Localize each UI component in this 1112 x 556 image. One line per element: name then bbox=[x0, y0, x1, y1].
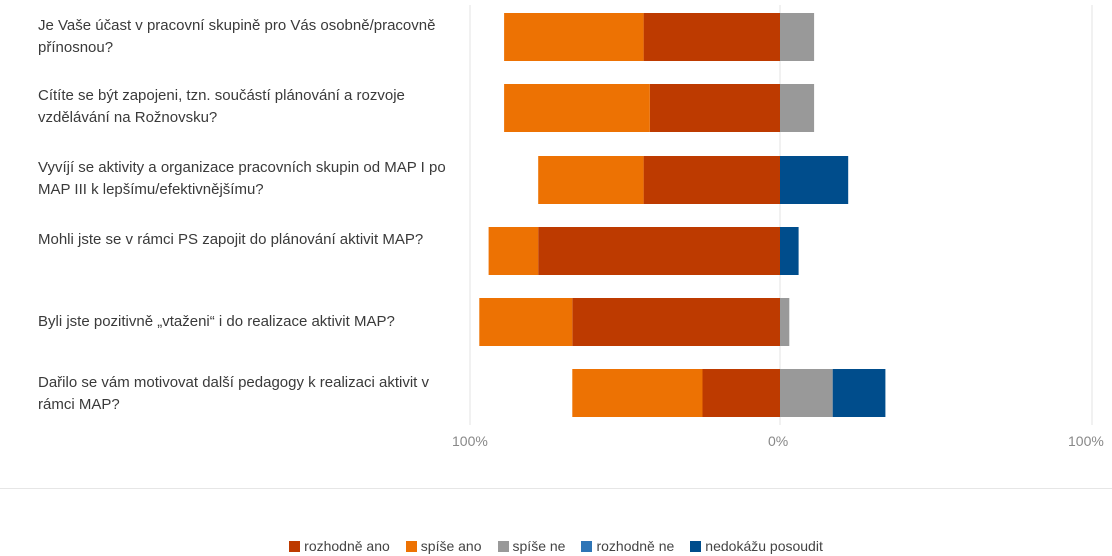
tick-label-center: 0% bbox=[768, 433, 789, 449]
legend-label-spise-ano: spíše ano bbox=[420, 538, 482, 554]
chart-plot bbox=[469, 5, 1093, 425]
bar-q1-spise-ano[interactable] bbox=[504, 13, 644, 61]
bar-q3-rozhodne-ano[interactable] bbox=[643, 156, 780, 204]
legend-swatch-rozhodne-ne bbox=[581, 540, 593, 552]
bar-q4-rozhodne-ano[interactable] bbox=[538, 227, 780, 275]
legend-swatch-rozhodne-ano bbox=[289, 540, 301, 552]
legend-item-spise-ano[interactable]: spíše ano bbox=[405, 538, 482, 554]
legend-item-spise-ne[interactable]: spíše ne bbox=[497, 538, 566, 554]
tick-label-left: 100% bbox=[452, 433, 488, 449]
bar-q5-rozhodne-ano[interactable] bbox=[572, 298, 780, 346]
legend: rozhodně ano spíše ano spíše ne rozhodně… bbox=[0, 538, 1112, 554]
legend-label-rozhodne-ano: rozhodně ano bbox=[304, 538, 390, 554]
question-label-1: Je Vaše účast v pracovní skupině pro Vás… bbox=[38, 17, 436, 56]
bar-q2-spise-ne[interactable] bbox=[780, 84, 815, 132]
bar-q5-spise-ano[interactable] bbox=[479, 298, 573, 346]
legend-item-nedokazu-posoudit[interactable]: nedokážu posoudit bbox=[690, 538, 823, 554]
bar-q1-spise-ne[interactable] bbox=[780, 13, 815, 61]
bar-q4-spise-ano[interactable] bbox=[488, 227, 539, 275]
bar-q6-spise-ne[interactable] bbox=[780, 369, 833, 417]
legend-item-rozhodne-ano[interactable]: rozhodně ano bbox=[289, 538, 390, 554]
question-label-3: Vyvíjí se aktivity a organizace pracovní… bbox=[38, 159, 446, 198]
bar-q6-rozhodne-ano[interactable] bbox=[702, 369, 781, 417]
tick-label-right: 100% bbox=[1068, 433, 1104, 449]
bar-q5-spise-ne[interactable] bbox=[780, 298, 790, 346]
chart-area: Je Vaše účast v pracovní skupině pro Vás… bbox=[38, 5, 1104, 449]
legend-label-nedokazu-posoudit: nedokážu posoudit bbox=[705, 538, 823, 554]
question-label-4: Mohli jste se v rámci PS zapojit do plán… bbox=[38, 231, 424, 248]
legend-divider bbox=[0, 488, 1112, 489]
legend-item-rozhodne-ne[interactable]: rozhodně ne bbox=[581, 538, 674, 554]
legend-label-rozhodne-ne: rozhodně ne bbox=[596, 538, 675, 554]
bar-q2-rozhodne-ano[interactable] bbox=[649, 84, 780, 132]
legend-label-spise-ne: spíše ne bbox=[512, 538, 566, 554]
bar-q6-nedokazu-posoudit[interactable] bbox=[832, 369, 886, 417]
question-label-2: Cítíte se být zapojeni, tzn. součástí pl… bbox=[38, 87, 405, 126]
bar-q4-nedokazu-posoudit[interactable] bbox=[780, 227, 799, 275]
bar-q3-spise-ano[interactable] bbox=[538, 156, 644, 204]
bar-q1-rozhodne-ano[interactable] bbox=[643, 13, 780, 61]
legend-swatch-spise-ne bbox=[497, 540, 509, 552]
bar-q2-spise-ano[interactable] bbox=[504, 84, 650, 132]
question-label-5: Byli jste pozitivně „vtaženi“ i do reali… bbox=[38, 313, 395, 330]
bar-q3-nedokazu-posoudit[interactable] bbox=[780, 156, 849, 204]
bar-q6-spise-ano[interactable] bbox=[572, 369, 703, 417]
question-label-6: Dařilo se vám motivovat další pedagogy k… bbox=[38, 374, 429, 413]
legend-swatch-spise-ano bbox=[405, 540, 417, 552]
legend-swatch-nedokazu-posoudit bbox=[690, 540, 702, 552]
